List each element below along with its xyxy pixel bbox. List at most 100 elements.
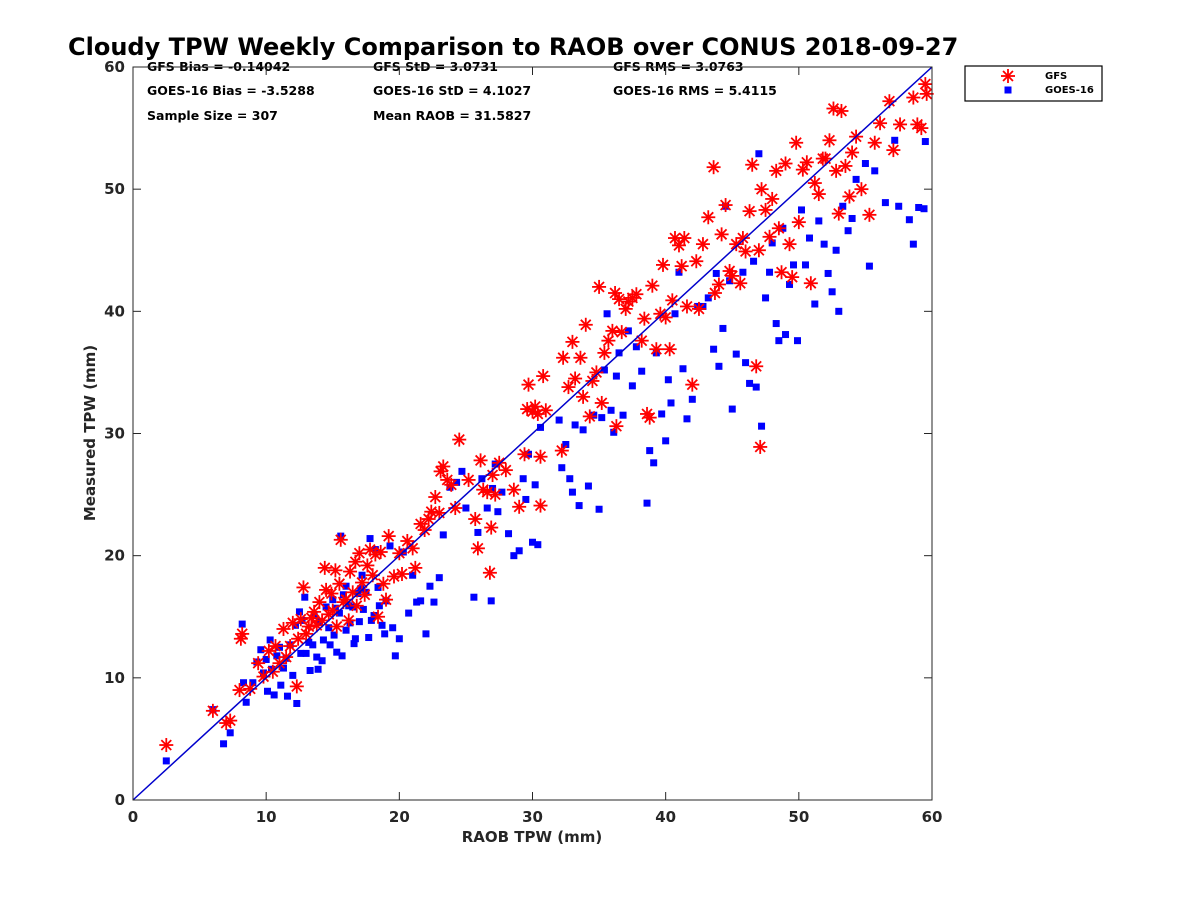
goes16-point (758, 422, 766, 430)
chart-title: Cloudy TPW Weekly Comparison to RAOB ove… (68, 33, 958, 61)
gfs-point (754, 182, 769, 197)
gfs-point (205, 703, 220, 718)
gfs-point (893, 117, 908, 132)
goes16-point (306, 667, 314, 675)
goes16-point (263, 687, 271, 695)
goes16-point (314, 665, 322, 673)
goes16-point (603, 310, 611, 318)
gfs-point (484, 520, 499, 535)
gfs-point (312, 595, 327, 610)
gfs-point (605, 323, 620, 338)
legend-gfs-marker (1001, 69, 1015, 83)
x-tick-label: 0 (128, 808, 138, 826)
goes16-point (430, 598, 438, 606)
goes16-point (909, 240, 917, 248)
gfs-point (642, 410, 657, 425)
gfs-point (645, 278, 660, 293)
goes16-point (797, 206, 805, 214)
gfs-point (718, 198, 733, 213)
gfs-point (392, 546, 407, 561)
one-to-one-line (132, 66, 933, 801)
gfs-point (357, 587, 372, 602)
goes16-point (555, 416, 563, 424)
goes16-point (782, 331, 790, 339)
goes16-point (801, 261, 809, 269)
y-tick-label: 60 (104, 58, 125, 76)
gfs-point (232, 683, 247, 698)
goes16-point (395, 635, 403, 643)
gfs-point (498, 463, 513, 478)
goes16-point (339, 591, 347, 599)
goes16-point (775, 337, 783, 345)
goes16-point (699, 302, 707, 310)
gfs-point (706, 160, 721, 175)
gfs-point (488, 487, 503, 502)
goes16-point (386, 542, 394, 550)
goes16-point (349, 603, 357, 611)
goes16-point (679, 365, 687, 373)
goes16-point (275, 643, 283, 651)
goes16-point (766, 268, 774, 276)
gfs-point (576, 389, 591, 404)
gfs-point (745, 157, 760, 172)
gfs-point (771, 221, 786, 236)
gfs-series (159, 77, 934, 753)
goes16-point (381, 630, 389, 638)
goes16-point (650, 459, 658, 467)
goes16-point (921, 138, 929, 146)
gfs-point (689, 254, 704, 269)
gfs-point (279, 650, 294, 665)
goes16-point (313, 653, 321, 661)
x-axis-label: RAOB TPW (mm) (462, 828, 603, 846)
goes16-point (529, 538, 536, 546)
goes16-point (483, 504, 491, 512)
gfs-point (536, 369, 551, 384)
legend: GFS GOES-16 (964, 65, 1103, 102)
gfs-point (751, 243, 766, 258)
goes16-point (786, 280, 794, 288)
gfs-point (634, 333, 649, 348)
goes16-point (562, 440, 570, 448)
gfs-point (845, 145, 860, 160)
goes16-point (389, 624, 397, 632)
gfs-point (533, 449, 548, 464)
gfs-point (324, 586, 339, 601)
gfs-point (658, 310, 673, 325)
goes16-point (375, 602, 383, 610)
goes16-point (405, 609, 413, 617)
gfs-point (749, 359, 764, 374)
goes16-point (326, 641, 334, 649)
goes16-point (607, 406, 615, 414)
gfs-point (685, 377, 700, 392)
goes16-point (330, 631, 338, 639)
goes16-point (820, 240, 828, 248)
goes16-point (610, 428, 618, 436)
goes16-point (242, 698, 250, 706)
stat-goes16-bias: GOES-16 Bias = -3.5288 (147, 83, 315, 98)
goes16-point (262, 656, 270, 664)
goes16-point (519, 475, 527, 483)
gfs-point (371, 609, 386, 624)
gfs-point (428, 490, 443, 505)
goes16-point (515, 547, 523, 555)
goes16-point (325, 624, 333, 632)
gfs-point (807, 176, 822, 191)
gfs-point (307, 604, 322, 619)
goes16-point (571, 421, 579, 429)
gfs-point (582, 409, 597, 424)
goes16-point (510, 552, 518, 560)
gfs-point (476, 482, 491, 497)
goes16-point (852, 175, 860, 183)
gfs-point (829, 163, 844, 178)
gfs-point (432, 505, 447, 520)
stat-goes16-rms: GOES-16 RMS = 5.4115 (613, 83, 777, 98)
gfs-point (867, 135, 882, 150)
y-tick-label: 20 (104, 547, 125, 565)
goes16-point (470, 593, 478, 601)
goes16-point (746, 379, 754, 387)
goes16-point (462, 504, 470, 512)
gfs-point (791, 215, 806, 230)
goes16-point (632, 343, 640, 351)
gfs-point (482, 565, 497, 580)
